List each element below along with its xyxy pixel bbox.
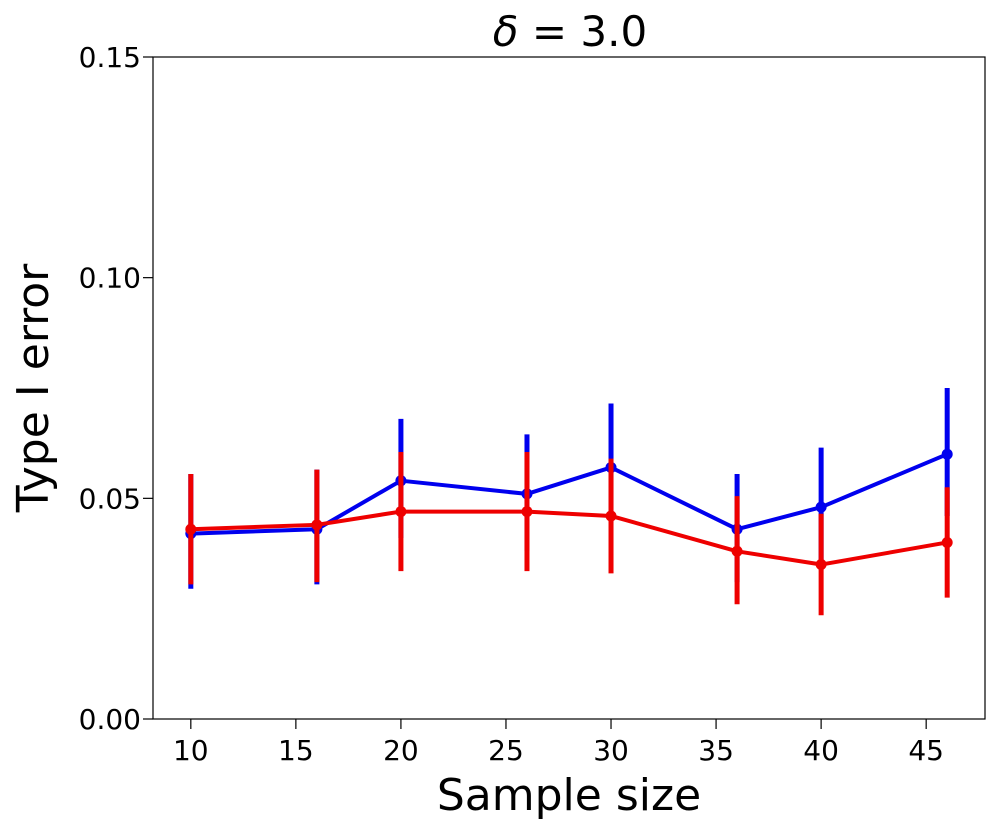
data-point xyxy=(941,448,953,460)
x-tick-label: 20 xyxy=(383,734,419,767)
y-axis: 0.00 0.05 0.10 0.15 xyxy=(79,41,153,736)
data-point xyxy=(521,506,533,518)
data-point xyxy=(605,510,617,522)
y-tick-label: 0.05 xyxy=(79,482,141,515)
data-point xyxy=(941,536,953,548)
series-red xyxy=(185,451,953,616)
data-point xyxy=(815,559,827,571)
y-axis-label: Type I error xyxy=(8,263,59,513)
y-tick-label: 0.10 xyxy=(79,262,141,295)
y-tick-label: 0.15 xyxy=(79,41,141,74)
data-point xyxy=(731,545,743,557)
data-point xyxy=(395,506,407,518)
series-line xyxy=(188,509,950,567)
x-axis: 10 15 20 25 30 35 40 45 xyxy=(173,719,944,767)
series-line xyxy=(188,452,950,536)
x-tick-label: 40 xyxy=(803,734,839,767)
x-tick-label: 35 xyxy=(698,734,734,767)
plot-area xyxy=(152,56,986,720)
x-tick-label: 15 xyxy=(278,734,314,767)
y-tick-label: 0.00 xyxy=(79,703,141,736)
series-blue xyxy=(185,388,953,589)
x-axis-label: Sample size xyxy=(437,770,701,821)
series-layer xyxy=(185,388,953,616)
chart-title-value: = 3.0 xyxy=(519,7,648,56)
x-tick-label: 25 xyxy=(488,734,524,767)
data-point xyxy=(815,501,827,513)
x-tick-label: 45 xyxy=(908,734,944,767)
chart-title: δ = 3.0 xyxy=(493,7,647,56)
data-point xyxy=(311,519,323,531)
x-tick-label: 10 xyxy=(173,734,209,767)
chart-title-symbol: δ xyxy=(493,7,519,56)
x-tick-label: 30 xyxy=(593,734,629,767)
data-point xyxy=(185,523,197,535)
